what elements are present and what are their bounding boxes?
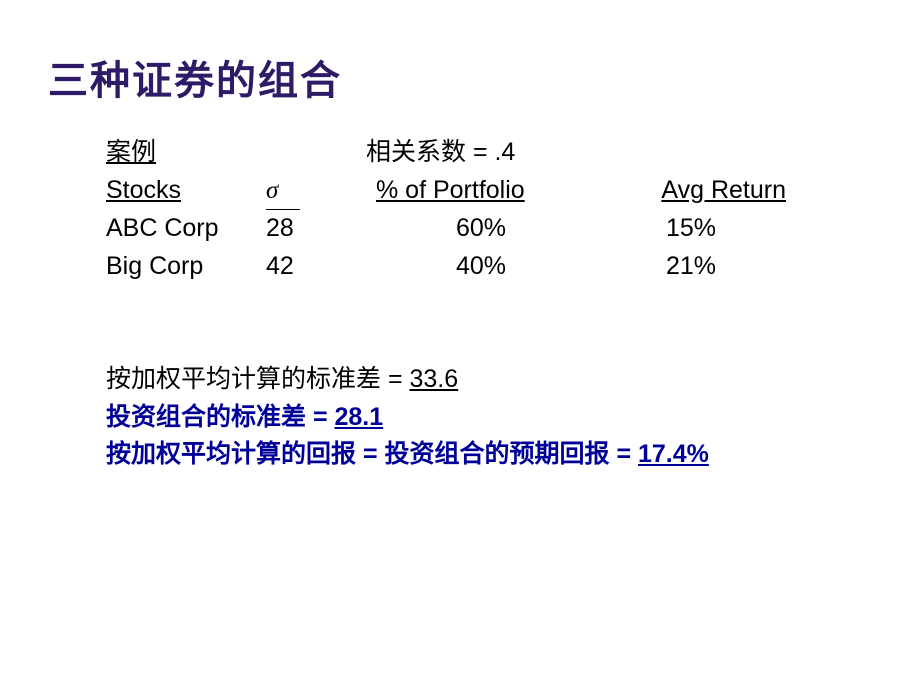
weighted-sd-value: 33.6 — [410, 365, 459, 393]
header-ret: Avg Return — [596, 172, 786, 211]
weighted-return-label: 按加权平均计算的回报 = 投资组合的预期回报 = — [106, 440, 638, 468]
correlation-text: 相关系数 = .4 — [366, 134, 515, 172]
header-pct: % of Portfolio — [366, 172, 596, 211]
slide: 三种证券的组合 案例 相关系数 = .4 Stocks σ % of Portf… — [0, 0, 920, 690]
cell-sigma: 28 — [266, 210, 366, 248]
header-stocks: Stocks — [106, 172, 266, 211]
portfolio-sd-line: 投资组合的标准差 = 28.1 — [106, 399, 872, 437]
portfolio-sd-label: 投资组合的标准差 = — [106, 403, 335, 431]
weighted-sd-line: 按加权平均计算的标准差 = 33.6 — [106, 361, 872, 399]
weighted-return-value: 17.4% — [638, 440, 709, 468]
cell-pct: 40% — [366, 248, 596, 286]
cell-name: Big Corp — [106, 248, 266, 286]
spacer — [106, 285, 872, 361]
table-row: ABC Corp 28 60% 15% — [106, 210, 872, 248]
weighted-sd-label: 按加权平均计算的标准差 = — [106, 365, 410, 393]
cell-sigma: 42 — [266, 248, 366, 286]
cell-name: ABC Corp — [106, 210, 266, 248]
portfolio-sd-value: 28.1 — [335, 403, 384, 431]
weighted-return-line: 按加权平均计算的回报 = 投资组合的预期回报 = 17.4% — [106, 436, 872, 474]
case-row: 案例 相关系数 = .4 — [106, 134, 872, 172]
slide-title: 三种证券的组合 — [48, 48, 872, 106]
cell-ret: 21% — [596, 248, 786, 286]
table-header: Stocks σ % of Portfolio Avg Return — [106, 172, 872, 211]
header-sigma: σ — [266, 172, 366, 211]
case-label: 案例 — [106, 134, 366, 172]
sigma-symbol: σ — [266, 172, 300, 211]
slide-content: 案例 相关系数 = .4 Stocks σ % of Portfolio Avg… — [48, 134, 872, 474]
table-row: Big Corp 42 40% 21% — [106, 248, 872, 286]
cell-pct: 60% — [366, 210, 596, 248]
cell-ret: 15% — [596, 210, 786, 248]
